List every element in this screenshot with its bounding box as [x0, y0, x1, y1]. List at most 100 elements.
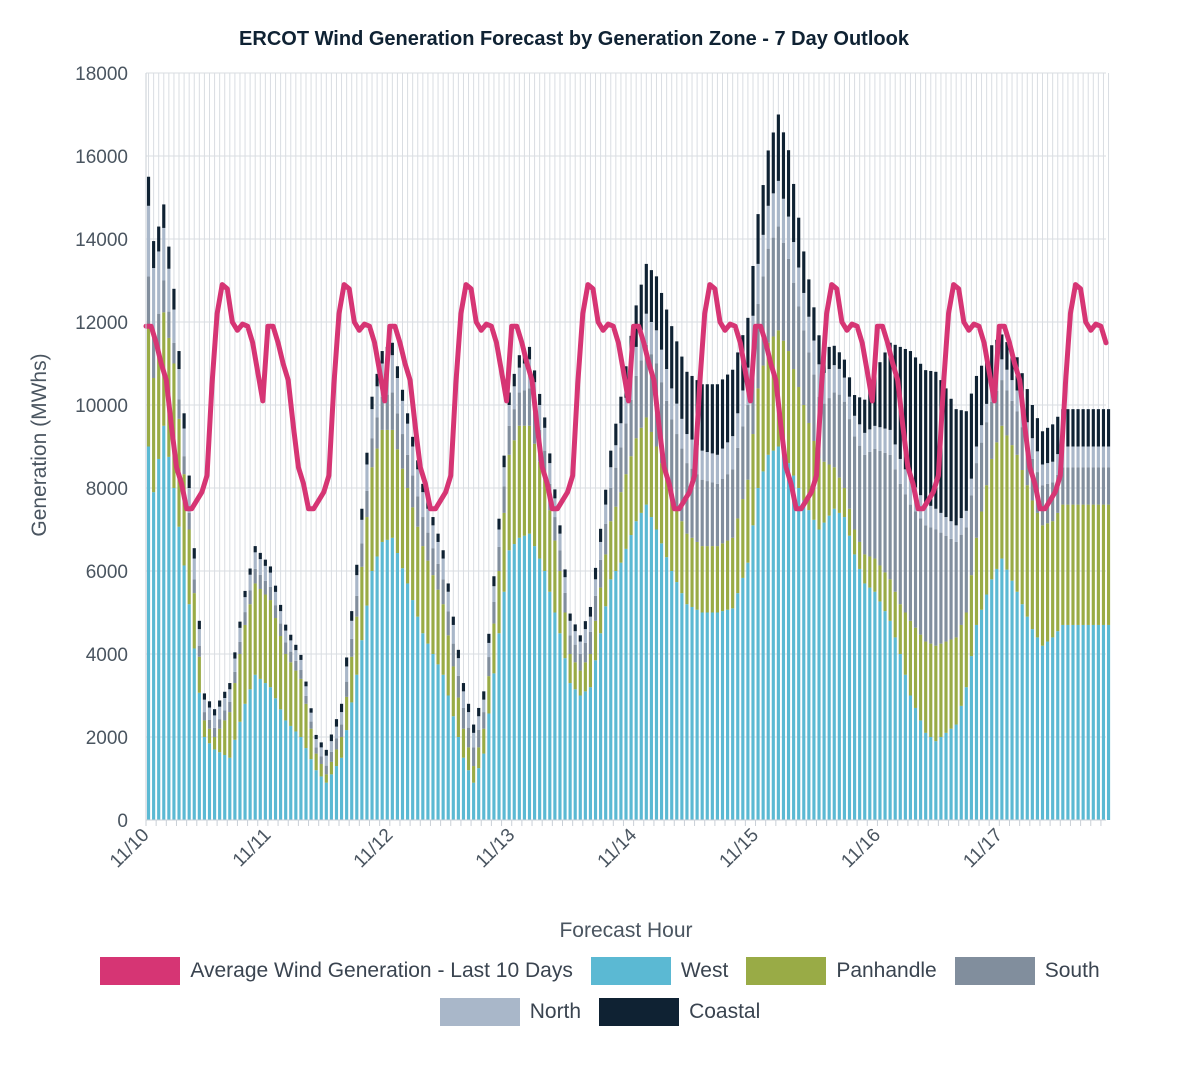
bar-panhandle [360, 566, 364, 641]
legend-item-south[interactable]: South [954, 956, 1100, 985]
bar-coastal [436, 533, 440, 542]
legend-item-west[interactable]: West [590, 956, 728, 985]
bar-south [553, 517, 557, 541]
bar-panhandle [390, 429, 394, 538]
bar-coastal [842, 359, 846, 378]
bar-south [304, 695, 308, 704]
bar-coastal [715, 384, 720, 455]
bar-west [959, 705, 963, 820]
bar-north [568, 620, 572, 636]
y-tick-label: 10000 [75, 396, 128, 417]
bar-panhandle [426, 560, 430, 644]
legend-item-north[interactable]: North [439, 997, 581, 1026]
bar-coastal [1076, 409, 1080, 447]
bar-panhandle [451, 666, 455, 717]
bar-west [299, 737, 303, 820]
bar-west [324, 782, 328, 820]
bar-west [152, 492, 156, 820]
bar-coastal [736, 352, 740, 414]
bar-north [1051, 461, 1055, 483]
bar-north [487, 642, 491, 658]
bar-south [619, 447, 623, 493]
bar-panhandle [1040, 525, 1045, 646]
y-tick-label: 16000 [75, 147, 128, 168]
bar-panhandle [233, 683, 237, 740]
legend-item-coastal[interactable]: Coastal [599, 997, 760, 1026]
bar-coastal [974, 375, 979, 447]
bar-north [1046, 463, 1050, 484]
bar-north [924, 502, 928, 526]
bar-north [243, 597, 247, 613]
bar-coastal [360, 508, 364, 520]
bar-panhandle [898, 604, 902, 654]
bar-west [228, 757, 232, 820]
bar-north [934, 508, 938, 530]
bar-panhandle [792, 369, 796, 476]
bar-south [924, 525, 928, 642]
bar-coastal [690, 375, 694, 440]
bar-west [720, 611, 725, 820]
bar-north [309, 712, 313, 722]
x-axis-label: Forecast Hour [559, 919, 692, 942]
bar-panhandle [969, 575, 973, 657]
bar-coastal [776, 114, 780, 181]
y-tick-label: 12000 [75, 313, 128, 334]
bar-west [1101, 624, 1106, 820]
bar-coastal [411, 436, 415, 447]
bar-south [543, 450, 547, 480]
bar-south [482, 712, 486, 729]
bar-south [497, 546, 501, 571]
bar-coastal [532, 370, 537, 383]
y-tick-label: 8000 [86, 479, 128, 500]
bar-north [852, 415, 857, 437]
bar-panhandle [466, 747, 471, 771]
bar-south [563, 592, 567, 613]
bar-north [954, 525, 958, 542]
bar-west [974, 624, 979, 820]
bar-north [441, 558, 445, 580]
bar-west [1030, 629, 1034, 820]
bar-panhandle [223, 720, 227, 755]
bar-south [411, 475, 415, 508]
bar-south [152, 334, 156, 379]
bar-west [472, 782, 476, 820]
bar-south [786, 258, 791, 352]
bar-west [654, 529, 659, 820]
bar-north [1056, 454, 1060, 475]
legend-item-average[interactable]: Average Wind Generation - Last 10 Days [100, 956, 573, 985]
bar-south [1081, 467, 1085, 505]
bar-south [680, 448, 684, 522]
bar-west [680, 593, 684, 820]
bar-panhandle [771, 336, 775, 451]
bar-panhandle [538, 461, 542, 559]
y-tick-label: 2000 [86, 728, 128, 749]
bar-west [1056, 631, 1060, 820]
bar-panhandle [456, 697, 460, 737]
bar-coastal [847, 377, 852, 397]
bar-south [456, 675, 460, 698]
y-tick-label: 6000 [86, 562, 128, 583]
bar-south [929, 527, 933, 644]
bar-north [578, 641, 582, 654]
bar-coastal [675, 341, 679, 404]
bar-south [370, 438, 374, 468]
bar-north [273, 591, 278, 606]
bar-south [670, 419, 674, 497]
bar-north [573, 631, 577, 645]
bar-south [1010, 400, 1014, 446]
bar-panhandle [1076, 504, 1080, 625]
bar-north [466, 712, 471, 728]
bar-panhandle [512, 440, 516, 545]
bar-coastal [329, 734, 333, 742]
bar-west [411, 600, 415, 820]
bar-north [898, 458, 902, 484]
bar-panhandle [248, 604, 252, 690]
bar-south [238, 641, 242, 654]
bar-north [964, 510, 968, 528]
bar-south [888, 454, 892, 580]
bar-coastal [487, 633, 491, 643]
bar-panhandle [258, 588, 262, 679]
bar-west [182, 565, 186, 820]
legend-item-panhandle[interactable]: Panhandle [746, 956, 937, 985]
bar-south [441, 579, 445, 605]
